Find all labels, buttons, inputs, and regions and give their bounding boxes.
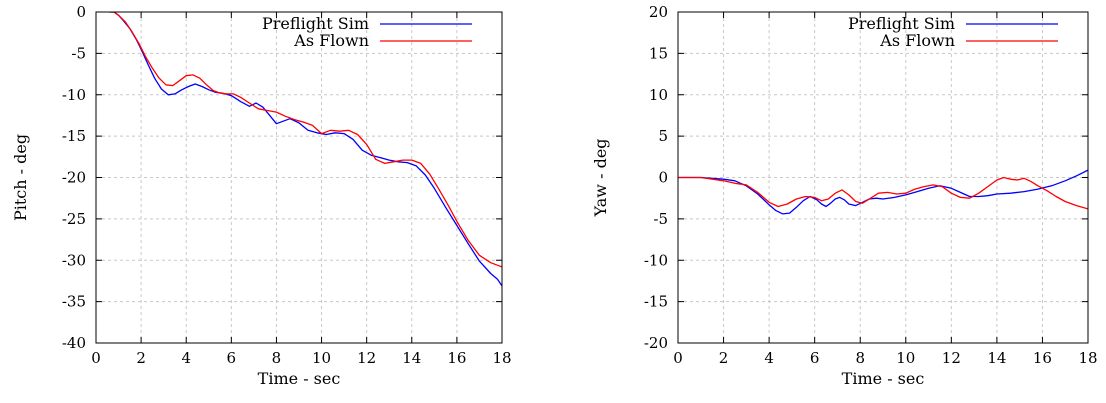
y-tick-label: 20 bbox=[649, 3, 668, 21]
x-axis-label: Time - sec bbox=[842, 369, 925, 388]
x-tick-label: 14 bbox=[402, 349, 421, 367]
as-flown-line bbox=[678, 176, 1088, 210]
y-tick-label: 5 bbox=[658, 127, 668, 145]
legend-label: As Flown bbox=[293, 31, 369, 50]
x-tick-label: 4 bbox=[181, 349, 191, 367]
x-tick-label: 4 bbox=[764, 349, 774, 367]
x-tick-label: 6 bbox=[227, 349, 237, 367]
x-tick-label: 2 bbox=[719, 349, 729, 367]
x-tick-label: 8 bbox=[272, 349, 282, 367]
legend-label: As Flown bbox=[879, 31, 955, 50]
y-tick-label: 0 bbox=[76, 3, 86, 21]
x-tick-label: 16 bbox=[447, 349, 466, 367]
legend-label: Preflight Sim bbox=[848, 14, 955, 33]
x-tick-label: 0 bbox=[673, 349, 683, 367]
y-tick-label: -15 bbox=[644, 293, 668, 311]
y-tick-label: -20 bbox=[644, 334, 668, 352]
plot-frame bbox=[95, 11, 503, 344]
y-tick-label: -20 bbox=[62, 169, 86, 187]
x-tick-label: 12 bbox=[942, 349, 961, 367]
x-tick-label: 10 bbox=[312, 349, 331, 367]
yaw-chart: 0 2 4 6 8 10 12 14 16 18 20 15 10 5 0 -5 -10 -15 -20 Time -… bbox=[591, 3, 1098, 388]
plot-frame bbox=[677, 11, 1089, 344]
x-tick-label: 8 bbox=[855, 349, 865, 367]
y-tick-label: -35 bbox=[62, 293, 86, 311]
grid bbox=[96, 12, 502, 343]
x-tick-label: 0 bbox=[91, 349, 101, 367]
pitch-chart: 0 2 4 6 8 10 12 14 16 18 0 -5 -10 -15 -20 -25 -30 -35 -40 T… bbox=[11, 3, 512, 388]
grid bbox=[678, 12, 1088, 343]
y-axis-label: Yaw - deg bbox=[591, 138, 610, 217]
series-group bbox=[109, 12, 502, 287]
legend-label: Preflight Sim bbox=[262, 14, 369, 33]
x-tick-label: 6 bbox=[810, 349, 820, 367]
x-tick-label: 10 bbox=[896, 349, 915, 367]
y-tick-label: -25 bbox=[62, 210, 86, 228]
as-flown-line bbox=[109, 12, 502, 268]
y-tick-label: -40 bbox=[62, 334, 86, 352]
y-axis-label: Pitch - deg bbox=[11, 134, 30, 221]
y-tick-label: -10 bbox=[62, 86, 86, 104]
x-tick-label: 18 bbox=[492, 349, 511, 367]
preflight-sim-line bbox=[109, 12, 502, 287]
x-tick-label: 16 bbox=[1033, 349, 1052, 367]
y-tick-label: -10 bbox=[644, 251, 668, 269]
x-tick-label: 14 bbox=[987, 349, 1006, 367]
y-tick-label: -5 bbox=[71, 44, 86, 62]
y-tick-label: 10 bbox=[649, 86, 668, 104]
y-tick-label: -30 bbox=[62, 251, 86, 269]
y-tick-label: -5 bbox=[653, 210, 668, 228]
x-tick-label: 2 bbox=[136, 349, 146, 367]
x-tick-label: 12 bbox=[357, 349, 376, 367]
preflight-sim-line bbox=[678, 169, 1088, 215]
x-axis-label: Time - sec bbox=[258, 369, 341, 388]
y-tick-label: 15 bbox=[649, 44, 668, 62]
ticks: 0 2 4 6 8 10 12 14 16 18 20 15 10 5 0 -5 -10 -15 -20 bbox=[644, 3, 1098, 367]
y-tick-label: 0 bbox=[658, 169, 668, 187]
series-group bbox=[678, 169, 1088, 215]
y-tick-label: -15 bbox=[62, 127, 86, 145]
ticks: 0 2 4 6 8 10 12 14 16 18 0 -5 -10 -15 -20 -25 -30 -35 -40 bbox=[62, 3, 512, 367]
x-tick-label: 18 bbox=[1078, 349, 1097, 367]
